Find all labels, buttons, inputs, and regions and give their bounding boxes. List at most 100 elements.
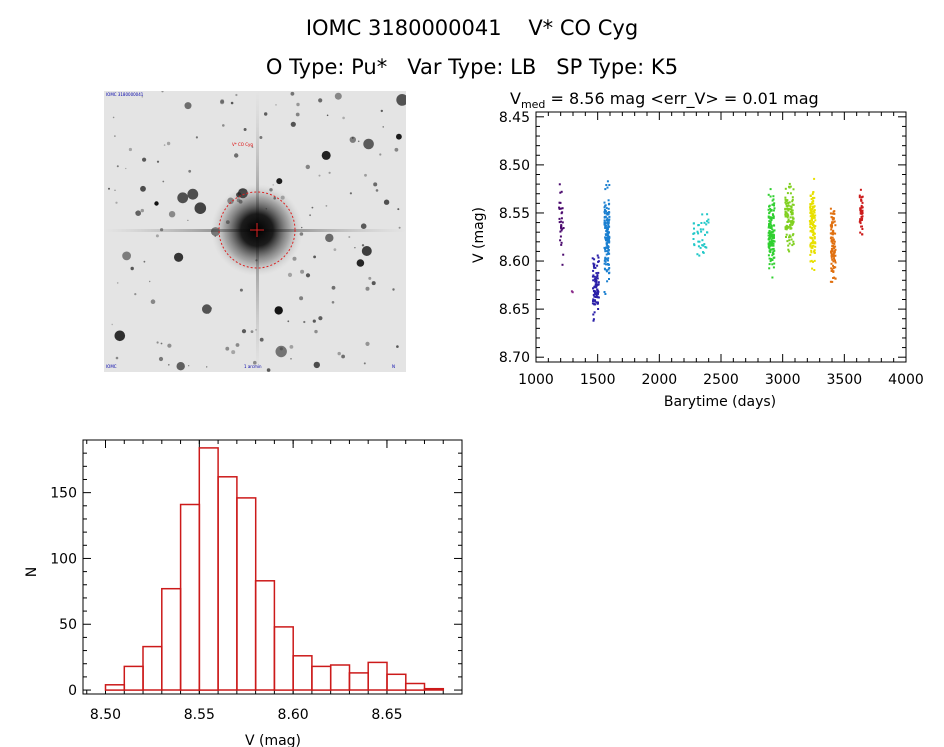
- background-star: [318, 98, 323, 103]
- lc-point-epoch7: [791, 219, 794, 222]
- lc-point-epoch7: [786, 240, 789, 243]
- lc-point-epoch6: [772, 230, 775, 233]
- lc-point-epoch9: [834, 277, 837, 280]
- lc-point-epoch3: [592, 274, 595, 277]
- lc-point-epoch7: [792, 217, 795, 220]
- background-star: [116, 282, 119, 284]
- lc-point-epoch3: [594, 292, 597, 295]
- lc-point-epoch7: [790, 238, 793, 241]
- background-star: [160, 342, 163, 345]
- lc-point-epoch8: [809, 209, 812, 212]
- background-star: [313, 255, 316, 259]
- lc-point-epoch10: [860, 210, 863, 213]
- hist-ytick-label: 150: [50, 486, 77, 502]
- lc-point-epoch6: [768, 236, 771, 239]
- lc-point-epoch1: [558, 183, 561, 186]
- lc-point-epoch7: [786, 227, 789, 229]
- lc-point-epoch10: [859, 212, 862, 215]
- lc-point-epoch6: [771, 231, 774, 233]
- lc-point-epoch9: [832, 252, 835, 255]
- lc-point-epoch4: [604, 293, 607, 295]
- background-star: [325, 233, 334, 243]
- lc-point-epoch4: [607, 221, 610, 224]
- lc-point-epoch3: [596, 264, 599, 267]
- lc-point-epoch8: [811, 241, 813, 244]
- histogram-bar: [179, 503, 201, 691]
- lc-point-epoch9: [834, 277, 837, 280]
- lc-point-epoch7: [790, 227, 793, 230]
- lc-point-epoch1: [560, 225, 563, 228]
- lc-point-epoch2: [571, 291, 574, 294]
- lc-point-epoch9: [832, 239, 834, 242]
- lc-point-epoch7: [788, 186, 791, 189]
- lc-point-epoch8: [810, 230, 813, 233]
- lc-xtick-label: 2000: [642, 372, 678, 388]
- image-top-left-label: IOMC 3180000041: [106, 92, 144, 97]
- lc-point-epoch9: [831, 245, 834, 248]
- lc-point-epoch9: [829, 237, 832, 240]
- background-star: [289, 345, 294, 349]
- lc-point-epoch7: [790, 205, 793, 208]
- lc-point-epoch4: [604, 215, 607, 218]
- lc-point-epoch6: [767, 216, 770, 219]
- lc-point-epoch4: [607, 219, 610, 222]
- lc-point-epoch4: [603, 222, 606, 225]
- background-star: [174, 252, 184, 262]
- lc-point-epoch6: [770, 218, 773, 221]
- lc-point-epoch4: [607, 245, 610, 248]
- lc-point-epoch10: [859, 219, 862, 222]
- lc-point-epoch7: [789, 185, 792, 188]
- lc-point-epoch7: [791, 216, 794, 219]
- lc-point-epoch9: [830, 255, 833, 257]
- lc-point-epoch9: [830, 250, 833, 252]
- lc-point-epoch7: [784, 227, 787, 230]
- lc-point-epoch7: [785, 200, 788, 203]
- background-star: [379, 153, 382, 156]
- background-star: [259, 337, 264, 342]
- lc-point-epoch7: [789, 227, 792, 230]
- light-curve-axes: 1000 1500 2000 2500 3000 3500 4000 8.45 8.50 8.55…: [499, 110, 924, 388]
- lc-point-epoch5: [703, 221, 706, 224]
- lc-point-epoch7: [784, 187, 787, 190]
- lc-point-epoch4: [606, 259, 609, 261]
- hist-ytick-label: 50: [59, 617, 77, 633]
- lc-point-epoch3: [597, 296, 600, 299]
- lc-point-epoch7: [792, 221, 795, 224]
- lc-point-epoch3: [597, 283, 600, 286]
- lc-point-epoch9: [832, 229, 835, 232]
- background-star: [290, 358, 292, 360]
- lc-point-epoch4: [606, 231, 609, 234]
- lc-point-epoch8: [812, 244, 815, 247]
- lc-point-epoch7: [787, 225, 790, 228]
- lc-point-epoch10: [860, 216, 863, 219]
- background-star: [235, 343, 240, 347]
- lc-point-epoch6: [773, 204, 775, 207]
- histogram-bar: [404, 682, 426, 691]
- lc-point-epoch4: [608, 272, 610, 275]
- lc-point-epoch8: [811, 215, 814, 218]
- lc-point-epoch9: [834, 248, 837, 251]
- lc-point-epoch9: [832, 260, 835, 263]
- lc-point-epoch4: [606, 229, 609, 232]
- lc-point-epoch6: [771, 213, 774, 216]
- background-star: [235, 93, 238, 97]
- lc-point-epoch7: [784, 226, 787, 229]
- lc-point-epoch6: [771, 216, 774, 219]
- background-star: [396, 133, 402, 140]
- lc-point-epoch7: [789, 192, 792, 195]
- lc-point-epoch4: [605, 242, 608, 245]
- lc-point-epoch5: [706, 220, 708, 223]
- lc-point-epoch8: [811, 237, 814, 240]
- lc-point-epoch8: [811, 193, 814, 196]
- lc-point-epoch10: [859, 222, 862, 225]
- lc-point-epoch6: [767, 238, 770, 241]
- lc-point-epoch4: [608, 215, 611, 218]
- lc-xtick-label: 3500: [827, 372, 863, 388]
- lc-point-epoch7: [787, 202, 789, 205]
- lc-point-epoch7: [784, 208, 787, 211]
- lc-point-epoch5: [706, 231, 708, 234]
- background-star: [220, 99, 225, 104]
- background-star: [122, 251, 131, 261]
- lc-point-epoch3: [596, 275, 599, 277]
- lc-point-epoch10: [859, 218, 862, 221]
